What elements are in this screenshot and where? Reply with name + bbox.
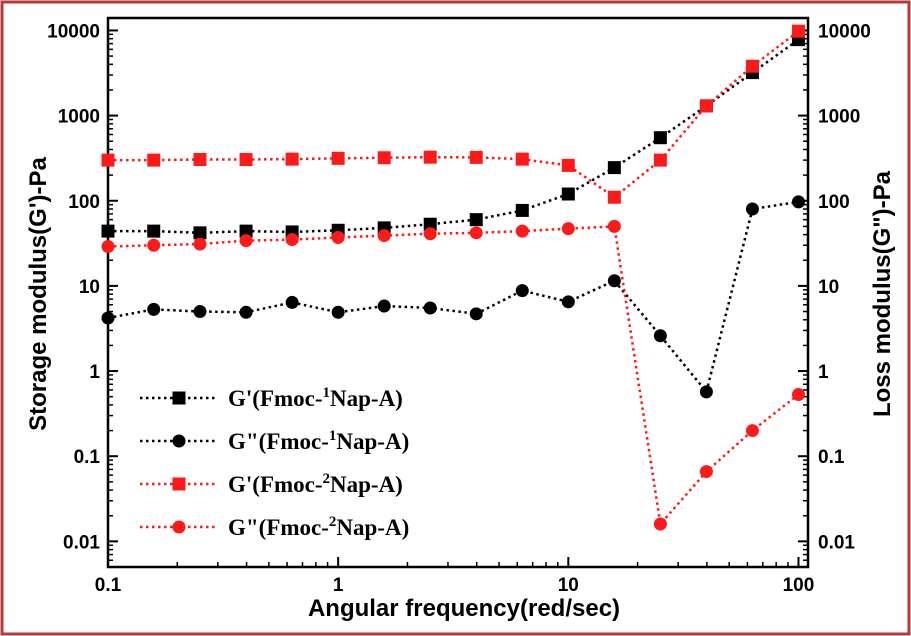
data-point-series-4 bbox=[377, 229, 391, 243]
data-point-series-4 bbox=[745, 424, 759, 438]
y-axis-title-left: Storage modulus(G')-Pa bbox=[25, 156, 52, 430]
data-point-series-3 bbox=[377, 151, 391, 165]
x-tick-label: 0.1 bbox=[95, 575, 122, 596]
series-line-1 bbox=[108, 38, 800, 235]
data-point-series-2 bbox=[745, 202, 759, 216]
data-point-series-2 bbox=[285, 295, 299, 309]
data-point-series-1 bbox=[515, 203, 529, 217]
data-point-series-2 bbox=[561, 295, 575, 309]
legend-marker-3 bbox=[172, 477, 186, 491]
y-tick-label-left: 1000 bbox=[58, 107, 100, 128]
legend-label-3: G'(Fmoc-2Nap-A) bbox=[228, 471, 403, 497]
data-point-series-4 bbox=[101, 240, 115, 254]
data-point-series-2 bbox=[653, 329, 667, 343]
y-tick-label-left: 0.1 bbox=[74, 447, 101, 468]
data-point-series-3 bbox=[423, 150, 437, 164]
data-point-series-2 bbox=[699, 385, 713, 399]
data-point-series-4 bbox=[607, 219, 621, 233]
y-axis-title-right: Loss modulus(G")-Pa bbox=[869, 170, 896, 417]
data-point-series-3 bbox=[515, 152, 529, 166]
data-point-series-3 bbox=[745, 59, 759, 73]
data-point-series-4 bbox=[331, 231, 345, 245]
y-tick-label-left: 10 bbox=[79, 277, 100, 298]
data-point-series-1 bbox=[561, 187, 575, 201]
data-point-series-3 bbox=[607, 190, 621, 204]
y-tick-label-right: 0.01 bbox=[818, 532, 855, 553]
data-point-series-4 bbox=[423, 227, 437, 241]
data-point-series-1 bbox=[653, 131, 667, 145]
data-point-series-4 bbox=[193, 237, 207, 251]
y-tick-label-right: 100 bbox=[818, 192, 850, 213]
data-point-series-2 bbox=[239, 305, 253, 319]
data-point-series-3 bbox=[147, 153, 161, 167]
data-point-series-4 bbox=[239, 234, 253, 248]
data-point-series-2 bbox=[331, 305, 345, 319]
y-tick-label-left: 100 bbox=[68, 192, 100, 213]
y-tick-label-left: 1 bbox=[89, 362, 100, 383]
y-tick-label-right: 10000 bbox=[818, 21, 871, 42]
plot-area: 0.1 1 10 100 0.01 0.01 0.1 0.1 1 1 10 10 100 100 1000 1… bbox=[47, 16, 871, 596]
data-point-series-1 bbox=[239, 224, 253, 238]
series-line-4 bbox=[107, 225, 800, 527]
data-point-series-3 bbox=[101, 153, 115, 167]
x-tick-label: 100 bbox=[783, 575, 815, 596]
data-point-series-3 bbox=[561, 158, 575, 172]
data-point-series-2 bbox=[607, 274, 621, 288]
data-point-series-1 bbox=[193, 226, 207, 240]
data-point-series-2 bbox=[377, 299, 391, 313]
x-tick-label: 10 bbox=[558, 575, 579, 596]
data-point-series-4 bbox=[515, 224, 529, 238]
data-point-series-3 bbox=[653, 153, 667, 167]
data-point-series-2 bbox=[147, 302, 161, 316]
data-point-series-1 bbox=[469, 213, 483, 227]
data-point-series-1 bbox=[607, 161, 621, 175]
data-point-series-3 bbox=[791, 24, 805, 38]
series-line-3 bbox=[108, 30, 800, 199]
legend-label-1: G'(Fmoc-1Nap-A) bbox=[228, 385, 403, 411]
legend-label-4: G"(Fmoc-2Nap-A) bbox=[228, 514, 409, 540]
data-point-series-3 bbox=[193, 153, 207, 167]
data-point-series-1 bbox=[101, 224, 115, 238]
y-tick-label-right: 1000 bbox=[818, 107, 860, 128]
y-tick-label-right: 10 bbox=[818, 277, 839, 298]
data-point-series-3 bbox=[699, 99, 713, 113]
y-tick-label-right: 1 bbox=[818, 362, 829, 383]
legend: G'(Fmoc-1Nap-A) G"(Fmoc-1Nap-A) G'(Fmoc-2N… bbox=[140, 385, 409, 540]
legend-marker-2 bbox=[172, 434, 186, 448]
axes-box bbox=[106, 16, 810, 569]
series-line-2 bbox=[107, 200, 799, 395]
data-point-series-2 bbox=[469, 307, 483, 321]
data-point-series-4 bbox=[147, 238, 161, 252]
x-tick-label: 1 bbox=[333, 575, 344, 596]
data-point-series-1 bbox=[423, 217, 437, 231]
y-tick-label-left: 10000 bbox=[47, 21, 100, 42]
data-point-series-4 bbox=[791, 388, 805, 402]
data-point-series-2 bbox=[101, 311, 115, 325]
x-axis-title: Angular frequency(red/sec) bbox=[308, 595, 620, 622]
data-point-series-3 bbox=[239, 153, 253, 167]
data-point-series-4 bbox=[285, 233, 299, 247]
data-point-series-4 bbox=[699, 465, 713, 479]
data-point-series-3 bbox=[285, 152, 299, 166]
y-tick-label-left: 0.01 bbox=[63, 532, 100, 553]
data-point-series-4 bbox=[561, 222, 575, 236]
data-point-series-2 bbox=[423, 301, 437, 315]
data-point-series-2 bbox=[791, 195, 805, 209]
data-point-series-4 bbox=[469, 226, 483, 240]
legend-marker-1 bbox=[172, 391, 186, 405]
data-point-series-2 bbox=[515, 284, 529, 298]
y-tick-label-right: 0.1 bbox=[818, 447, 845, 468]
data-point-series-3 bbox=[331, 151, 345, 165]
data-point-series-4 bbox=[653, 517, 667, 531]
legend-label-2: G"(Fmoc-1Nap-A) bbox=[228, 428, 409, 454]
data-point-series-1 bbox=[147, 224, 161, 238]
legend-marker-4 bbox=[172, 520, 186, 534]
data-point-series-2 bbox=[193, 305, 207, 319]
data-point-series-3 bbox=[469, 150, 483, 164]
